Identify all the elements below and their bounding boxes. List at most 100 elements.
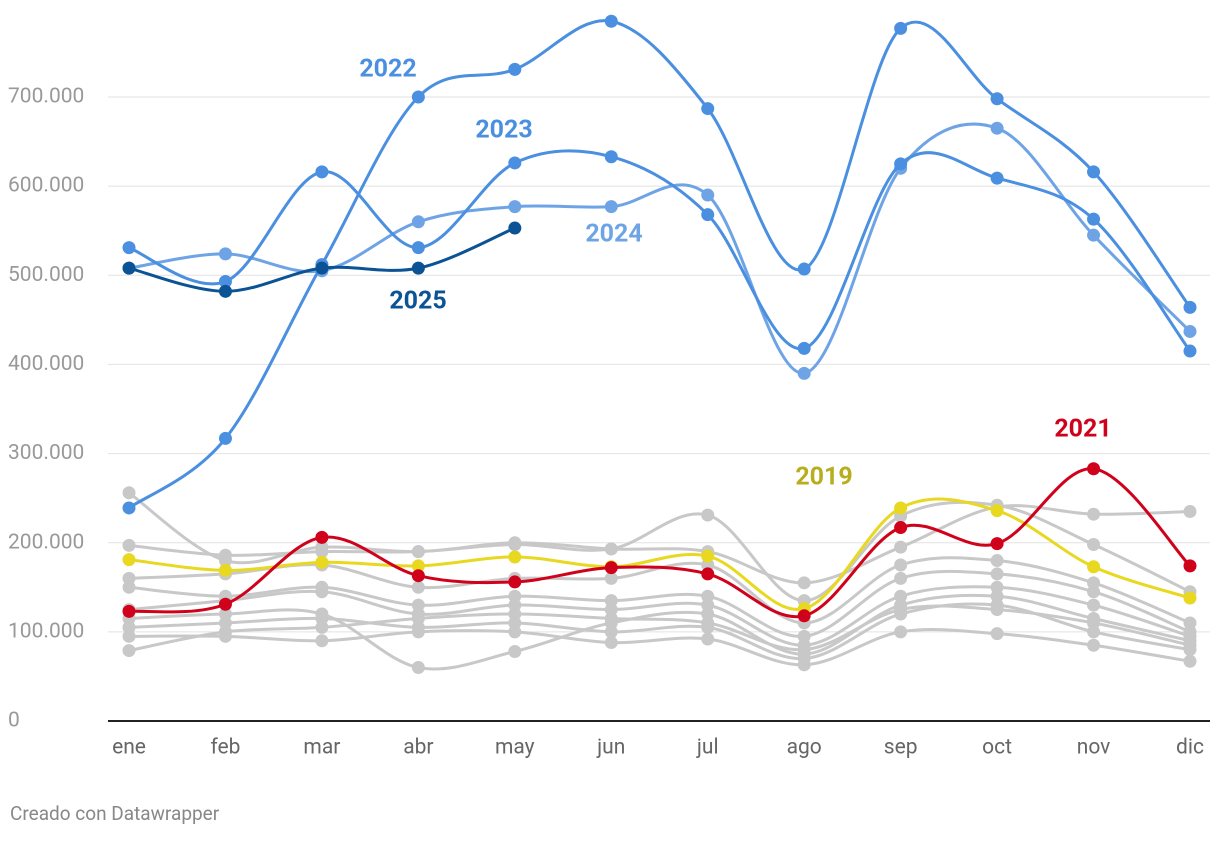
line <box>128 467 1192 619</box>
point <box>894 521 908 535</box>
line <box>128 628 1191 667</box>
point <box>1183 505 1197 519</box>
point <box>797 643 811 657</box>
point <box>122 241 136 255</box>
point <box>1087 598 1101 612</box>
point <box>411 559 425 573</box>
point <box>122 486 136 500</box>
point <box>411 580 425 594</box>
point <box>508 598 522 612</box>
point <box>894 603 908 617</box>
point <box>701 558 715 572</box>
point <box>508 156 522 170</box>
point <box>604 150 618 164</box>
y-tick-label: 500.000 <box>8 263 84 287</box>
point <box>508 625 522 639</box>
point <box>990 603 1004 617</box>
point <box>990 589 1004 603</box>
point <box>411 569 425 583</box>
point <box>1183 559 1197 573</box>
point <box>701 508 715 522</box>
point <box>701 607 715 621</box>
point <box>411 661 425 675</box>
point <box>411 90 425 104</box>
point <box>894 540 908 554</box>
point <box>1087 585 1101 599</box>
series <box>122 625 1197 672</box>
point <box>1183 591 1197 605</box>
point <box>1183 344 1197 358</box>
point <box>218 616 232 630</box>
point <box>218 275 232 289</box>
point <box>604 636 618 650</box>
x-tick-label: jul <box>696 736 719 760</box>
point <box>894 558 908 572</box>
point <box>604 542 618 556</box>
point <box>508 62 522 76</box>
x-tick-label: dic <box>1176 736 1204 760</box>
footer: Creado con Datawrapper <box>10 802 220 825</box>
point <box>701 632 715 646</box>
x-tick-label: sep <box>884 736 918 760</box>
point <box>218 284 232 298</box>
point <box>1183 300 1197 314</box>
point <box>990 92 1004 106</box>
x-tick-label: mar <box>303 736 340 760</box>
point <box>315 620 329 634</box>
point <box>797 262 811 276</box>
point <box>604 594 618 608</box>
y-tick-label: 100.000 <box>8 619 84 643</box>
point <box>1183 638 1197 652</box>
point <box>508 616 522 630</box>
line <box>128 19 1192 510</box>
point <box>218 625 232 639</box>
point <box>990 171 1004 185</box>
point <box>990 580 1004 594</box>
point <box>894 625 908 639</box>
point <box>604 625 618 639</box>
point <box>508 644 522 658</box>
y-tick-label: 600.000 <box>8 174 84 198</box>
point <box>508 575 522 589</box>
point <box>315 165 329 179</box>
line <box>128 122 1192 375</box>
point <box>1183 654 1197 668</box>
y-tick-label: 0 <box>8 709 20 733</box>
point <box>315 545 329 559</box>
point <box>604 571 618 585</box>
point <box>315 530 329 544</box>
point <box>508 221 522 235</box>
point <box>411 545 425 559</box>
point <box>1087 165 1101 179</box>
series: 2023 <box>122 116 1197 358</box>
point <box>1183 616 1197 630</box>
point <box>701 589 715 603</box>
y-tick-label: 700.000 <box>8 85 84 109</box>
point <box>315 611 329 625</box>
point <box>1087 462 1101 476</box>
series-label: 2021 <box>1054 415 1111 444</box>
point <box>1087 228 1101 242</box>
point <box>701 567 715 581</box>
point <box>894 501 908 515</box>
point <box>508 200 522 214</box>
point <box>701 102 715 116</box>
point <box>122 604 136 618</box>
x-tick-label: nov <box>1077 736 1111 760</box>
point <box>1087 212 1101 226</box>
point <box>604 14 618 28</box>
point <box>122 580 136 594</box>
point <box>604 561 618 575</box>
point <box>122 644 136 658</box>
x-tick-label: abr <box>403 736 433 760</box>
point <box>411 261 425 275</box>
point <box>990 627 1004 641</box>
point <box>701 598 715 612</box>
point <box>797 629 811 643</box>
point <box>797 341 811 355</box>
point <box>122 553 136 567</box>
point <box>218 548 232 562</box>
x-tick-label: may <box>495 736 535 760</box>
point <box>411 625 425 639</box>
